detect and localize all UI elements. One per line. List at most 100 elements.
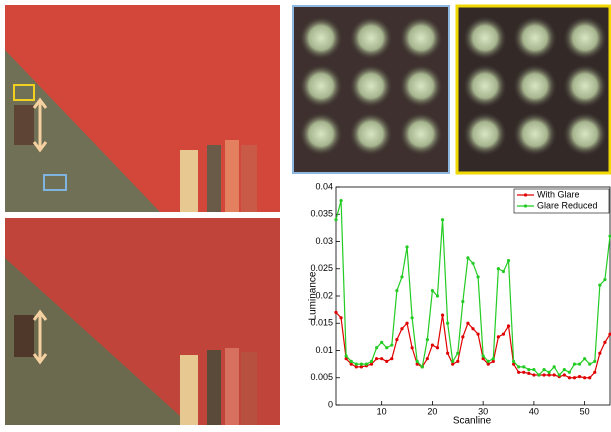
data-point <box>411 346 414 349</box>
data-point <box>603 278 606 281</box>
x-axis-label: Scanline <box>453 416 492 427</box>
data-point <box>527 368 530 371</box>
data-point <box>360 365 363 368</box>
zoom-blue <box>293 6 449 173</box>
data-point <box>411 316 414 319</box>
data-point <box>471 262 474 265</box>
data-point <box>553 365 556 368</box>
data-point <box>339 199 342 202</box>
data-point <box>380 341 383 344</box>
data-point <box>558 373 561 376</box>
y-tick-label: 0.005 <box>310 372 333 382</box>
data-point <box>446 352 449 355</box>
y-tick-label: 0.01 <box>315 345 333 355</box>
data-point <box>563 368 566 371</box>
data-point <box>568 376 571 379</box>
data-point <box>461 335 464 338</box>
data-point <box>522 371 525 374</box>
data-point <box>385 360 388 363</box>
data-point <box>355 365 358 368</box>
data-point <box>405 322 408 325</box>
data-point <box>456 352 459 355</box>
data-point <box>553 373 556 376</box>
data-point <box>487 363 490 366</box>
data-point <box>400 275 403 278</box>
data-point <box>360 363 363 366</box>
data-point <box>339 316 342 319</box>
data-point <box>436 294 439 297</box>
data-point <box>507 259 510 262</box>
data-point <box>593 360 596 363</box>
data-point <box>542 368 545 371</box>
data-point <box>583 357 586 360</box>
data-point <box>527 372 530 375</box>
data-point <box>421 365 424 368</box>
data-point <box>532 373 535 376</box>
data-point <box>502 333 505 336</box>
data-point <box>578 375 581 378</box>
data-point <box>385 346 388 349</box>
data-point <box>375 357 378 360</box>
data-point <box>390 357 393 360</box>
data-point <box>436 346 439 349</box>
data-point <box>487 360 490 363</box>
data-point <box>426 338 429 341</box>
legend-marker <box>524 193 527 196</box>
data-point <box>456 360 459 363</box>
data-point <box>588 376 591 379</box>
data-point <box>542 373 545 376</box>
data-point <box>350 363 353 366</box>
data-point <box>548 373 551 376</box>
data-point <box>522 365 525 368</box>
data-point <box>370 363 373 366</box>
data-point <box>370 360 373 363</box>
photo-with-glare <box>5 5 280 212</box>
x-tick-label: 50 <box>580 406 590 416</box>
data-point <box>593 371 596 374</box>
data-point <box>405 245 408 248</box>
data-point <box>380 357 383 360</box>
data-point <box>426 357 429 360</box>
y-tick-label: 0.04 <box>315 181 333 191</box>
data-point <box>583 376 586 379</box>
x-tick-label: 20 <box>427 406 437 416</box>
y-tick-label: 0.02 <box>315 290 333 300</box>
x-tick-label: 30 <box>478 406 488 416</box>
legend-marker <box>524 204 527 207</box>
data-point <box>451 360 454 363</box>
data-point <box>497 335 500 338</box>
data-point <box>476 333 479 336</box>
data-point <box>482 354 485 357</box>
data-point <box>334 311 337 314</box>
data-point <box>350 360 353 363</box>
data-point <box>441 313 444 316</box>
x-tick-label: 40 <box>529 406 539 416</box>
y-tick-label: 0.025 <box>310 263 333 273</box>
data-point <box>451 363 454 366</box>
data-point <box>563 373 566 376</box>
data-point <box>517 365 520 368</box>
data-point <box>497 267 500 270</box>
data-point <box>568 371 571 374</box>
data-point <box>532 368 535 371</box>
data-point <box>476 275 479 278</box>
data-point <box>573 363 576 366</box>
data-point <box>598 284 601 287</box>
data-point <box>345 354 348 357</box>
data-point <box>395 338 398 341</box>
legend-label: With Glare <box>537 189 580 199</box>
data-point <box>334 218 337 221</box>
data-point <box>471 327 474 330</box>
data-point <box>365 363 368 366</box>
y-tick-label: 0 <box>328 399 333 409</box>
data-point <box>355 363 358 366</box>
data-point <box>395 289 398 292</box>
data-point <box>502 270 505 273</box>
data-point <box>375 346 378 349</box>
data-point <box>537 373 540 376</box>
data-point <box>492 357 495 360</box>
data-point <box>446 322 449 325</box>
data-point <box>573 376 576 379</box>
data-point <box>466 322 469 325</box>
y-tick-label: 0.015 <box>310 318 333 328</box>
